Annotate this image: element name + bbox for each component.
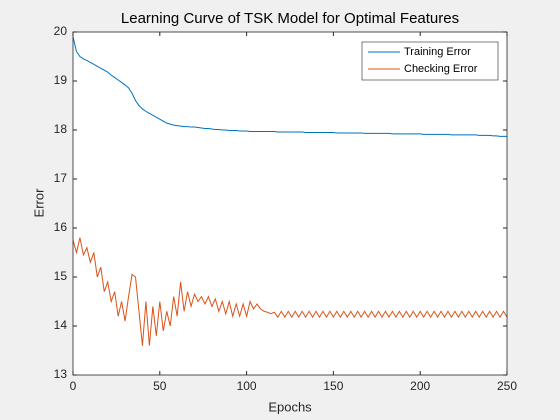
data-line bbox=[72, 36, 507, 137]
x-tick-label: 0 bbox=[70, 379, 77, 393]
chart-title: Learning Curve of TSK Model for Optimal … bbox=[121, 10, 459, 27]
legend-label: Checking Error bbox=[404, 63, 478, 75]
y-tick-label: 17 bbox=[54, 171, 68, 185]
y-tick-label: 16 bbox=[54, 220, 68, 234]
y-tick-label: 13 bbox=[54, 367, 68, 381]
data-line bbox=[72, 237, 508, 346]
x-tick-label: 100 bbox=[237, 379, 257, 393]
legend-label: Training Error bbox=[404, 46, 471, 58]
legend: Training Error Checking Error bbox=[361, 41, 499, 81]
x-tick-label: 150 bbox=[323, 379, 343, 393]
x-tick-label: 200 bbox=[410, 379, 430, 393]
x-tick-label: 250 bbox=[497, 379, 517, 393]
legend-box bbox=[361, 41, 499, 81]
x-tick-label: 50 bbox=[153, 379, 167, 393]
axes-box bbox=[72, 31, 508, 376]
y-axis-label: Error bbox=[31, 188, 46, 218]
y-tick-label: 18 bbox=[54, 122, 68, 136]
plot-area bbox=[73, 32, 507, 375]
y-tick-label: 15 bbox=[54, 269, 68, 283]
y-tick-label: 19 bbox=[54, 73, 68, 87]
x-axis-label: Epochs bbox=[268, 399, 312, 414]
y-tick-label: 14 bbox=[54, 318, 68, 332]
y-tick-label: 20 bbox=[54, 24, 68, 38]
